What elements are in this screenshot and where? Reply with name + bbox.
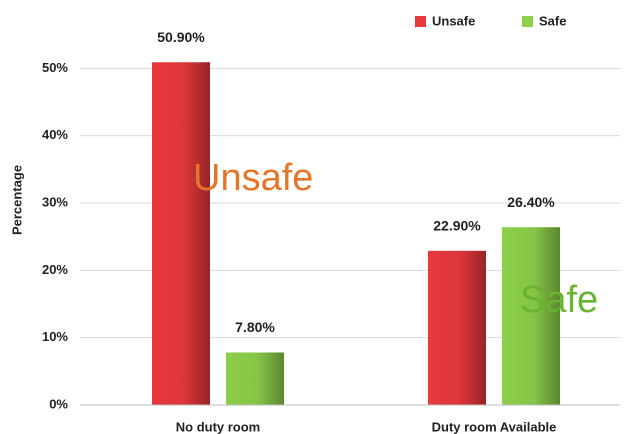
x-tick-label: Duty room Available <box>432 419 557 434</box>
y-tick-label: 30% <box>42 194 68 209</box>
y-tick-label: 0% <box>49 396 68 411</box>
value-label: 22.90% <box>433 218 481 234</box>
y-axis-label: Percentage <box>9 165 24 235</box>
value-label: 26.40% <box>507 194 555 210</box>
legend-label: Unsafe <box>432 13 475 28</box>
legend-label: Safe <box>539 13 566 28</box>
bar <box>152 62 210 405</box>
value-label: 7.80% <box>235 319 275 335</box>
y-tick-label: 10% <box>42 329 68 344</box>
bar <box>226 352 284 405</box>
y-tick-label: 20% <box>42 262 68 277</box>
annotation: Unsafe <box>193 157 313 199</box>
y-tick-label: 50% <box>42 60 68 75</box>
legend-swatch <box>522 16 533 27</box>
value-label: 50.90% <box>157 29 205 45</box>
y-tick-label: 40% <box>42 127 68 142</box>
x-tick-label: No duty room <box>176 419 261 434</box>
annotation: Safe <box>520 279 598 321</box>
bar <box>428 250 486 405</box>
legend-swatch <box>415 16 426 27</box>
